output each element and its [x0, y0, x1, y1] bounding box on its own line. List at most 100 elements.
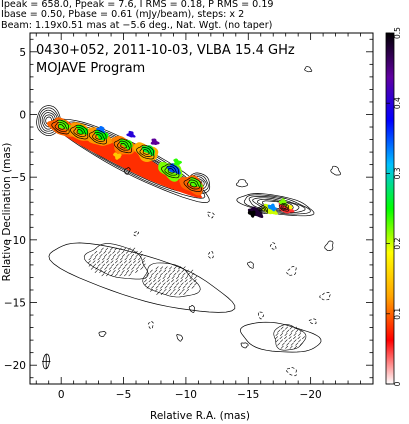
- pol-region-contour: [83, 243, 149, 280]
- pol-vector: [288, 336, 292, 340]
- pol-vector: [171, 276, 175, 280]
- noise-contour: [330, 165, 341, 176]
- inner-contour: [113, 138, 132, 154]
- core-contour: [36, 105, 62, 136]
- pol-vector: [146, 272, 150, 276]
- pol-vector: [275, 332, 279, 336]
- pol-vector: [171, 279, 175, 283]
- pol-vector: [108, 270, 112, 274]
- pol-vector: [153, 282, 157, 286]
- lower-jet-contour: [48, 242, 236, 313]
- pol-vector: [126, 254, 130, 258]
- pol-vector: [142, 263, 146, 267]
- pol-vector: [186, 288, 190, 292]
- pol-vector: [93, 257, 97, 261]
- pol-vector: [185, 282, 189, 286]
- pol-vector: [176, 269, 180, 273]
- header-line-3: Beam: 1.19x0.51 mas at −5.6 deg., Nat. W…: [1, 19, 273, 31]
- pol-knot-peak: [119, 139, 133, 150]
- pol-vector: [154, 269, 158, 273]
- pol-vector: [176, 282, 180, 286]
- pol-vector: [101, 273, 105, 277]
- colorbar-tick-label: 0.4: [393, 97, 402, 109]
- pol-vector: [293, 336, 297, 340]
- pol-vector: [293, 326, 297, 330]
- pol-vector: [118, 247, 122, 251]
- pol-vector: [284, 332, 288, 336]
- pol-vector: [131, 254, 135, 258]
- x-tick-label: −10: [175, 389, 197, 401]
- pol-vector: [295, 342, 299, 346]
- noise-contour: [176, 334, 184, 342]
- pol-vector: [134, 250, 138, 254]
- negative-contour: [308, 318, 317, 325]
- plot-title: 0430+052, 2011-10-03, VLBA 15.4 GHz: [36, 43, 295, 58]
- pol-vector: [166, 279, 170, 283]
- pol-vector: [299, 342, 303, 346]
- pol-vector: [181, 288, 185, 292]
- pol-vector: [159, 288, 163, 292]
- pol-vector: [155, 272, 159, 276]
- inner-contour: [280, 204, 289, 211]
- pol-vector: [173, 266, 177, 270]
- inner-contour: [257, 205, 269, 215]
- pol-vector: [97, 263, 101, 267]
- pol-vector: [185, 269, 189, 273]
- pol-vector: [176, 276, 180, 280]
- pol-vector: [115, 263, 119, 267]
- pol-vector: [163, 288, 167, 292]
- pol-vector: [126, 266, 130, 270]
- pol-vector: [132, 247, 136, 251]
- pol-hotspot: [150, 138, 160, 145]
- pol-vector: [148, 279, 152, 283]
- header-line-1: Ipeak = 658.0, Ppeak = 7.6, I RMS = 0.18…: [1, 0, 274, 10]
- x-tick-label: −15: [237, 389, 259, 401]
- pol-vector: [182, 272, 186, 276]
- inner-contour: [139, 146, 153, 157]
- pol-vector: [162, 282, 166, 286]
- inner-contour: [161, 163, 180, 179]
- pol-vector: [107, 250, 111, 254]
- pol-vector: [182, 285, 186, 289]
- inner-contour: [117, 140, 130, 151]
- noise-contour: [124, 167, 131, 175]
- pol-hotspot: [96, 126, 105, 134]
- pol-hotspot: [113, 152, 122, 160]
- inner-contour: [120, 143, 128, 149]
- pol-vector: [114, 260, 118, 264]
- pol-vector: [155, 266, 159, 270]
- beam-ellipse: [42, 353, 51, 370]
- pol-vector: [169, 266, 173, 270]
- pol-vector: [284, 339, 288, 343]
- pol-vector: [168, 288, 172, 292]
- negative-contour: [269, 242, 277, 250]
- pol-vector: [117, 254, 121, 258]
- pol-vector: [177, 288, 181, 292]
- pol-vector: [158, 282, 162, 286]
- upper-jet-inner-contours: [51, 119, 290, 215]
- pol-vector: [140, 266, 144, 270]
- pol-vector: [189, 276, 193, 280]
- negative-contour: [147, 321, 154, 330]
- pol-vector: [122, 254, 126, 258]
- pol-vector: [180, 282, 184, 286]
- pol-vector: [193, 279, 197, 283]
- pol-vector: [93, 263, 97, 267]
- pol-vector: [131, 266, 135, 270]
- pol-vector: [281, 342, 285, 346]
- inner-contour: [167, 168, 175, 174]
- pol-vector: [133, 257, 137, 261]
- pol-vector: [106, 263, 110, 267]
- pol-vector: [126, 270, 130, 274]
- pol-vector: [153, 279, 157, 283]
- pol-hotspot: [278, 198, 288, 206]
- pol-vector: [106, 273, 109, 277]
- pol-vector: [99, 270, 103, 274]
- colorbar-tick-label: 0: [393, 381, 402, 386]
- pol-vector: [102, 257, 106, 261]
- pol-vector: [183, 292, 187, 296]
- pol-hotspot: [173, 158, 182, 166]
- pol-vector: [160, 285, 164, 289]
- pol-vector: [180, 276, 184, 280]
